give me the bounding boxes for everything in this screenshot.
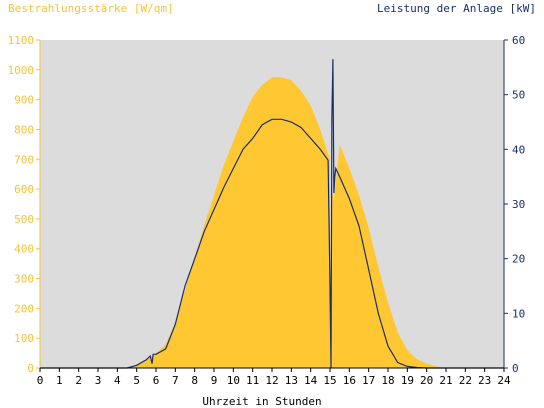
x-tick-label: 3 bbox=[95, 374, 102, 387]
x-tick-label: 0 bbox=[37, 374, 44, 387]
left-tick-label: 900 bbox=[14, 94, 34, 107]
x-tick-label: 22 bbox=[459, 374, 472, 387]
x-tick-label: 1 bbox=[56, 374, 63, 387]
right-tick-label: 50 bbox=[512, 89, 525, 102]
left-tick-label: 1000 bbox=[8, 64, 35, 77]
x-tick-label: 8 bbox=[191, 374, 198, 387]
axes-layer: 0100200300400500600700800900100011000102… bbox=[8, 34, 526, 387]
left-tick-label: 0 bbox=[27, 362, 34, 375]
x-tick-label: 21 bbox=[439, 374, 452, 387]
x-tick-label: 14 bbox=[304, 374, 318, 387]
left-tick-label: 300 bbox=[14, 273, 34, 286]
x-tick-label: 11 bbox=[246, 374, 259, 387]
x-tick-label: 17 bbox=[362, 374, 375, 387]
x-tick-label: 23 bbox=[478, 374, 491, 387]
right-tick-label: 0 bbox=[512, 362, 519, 375]
x-tick-label: 9 bbox=[211, 374, 218, 387]
left-tick-label: 200 bbox=[14, 302, 34, 315]
x-tick-label: 20 bbox=[420, 374, 433, 387]
x-tick-label: 10 bbox=[227, 374, 240, 387]
x-tick-label: 19 bbox=[401, 374, 414, 387]
x-tick-label: 6 bbox=[153, 374, 160, 387]
left-tick-label: 400 bbox=[14, 243, 34, 256]
left-tick-label: 100 bbox=[14, 332, 34, 345]
right-tick-label: 10 bbox=[512, 307, 525, 320]
x-tick-label: 16 bbox=[343, 374, 356, 387]
power-line-layer bbox=[40, 59, 504, 369]
x-tick-label: 4 bbox=[114, 374, 121, 387]
x-tick-label: 18 bbox=[381, 374, 394, 387]
x-tick-label: 13 bbox=[285, 374, 298, 387]
left-tick-label: 800 bbox=[14, 123, 34, 136]
right-axis-title: Leistung der Anlage [kW] bbox=[377, 2, 536, 15]
left-tick-label: 600 bbox=[14, 183, 34, 196]
x-tick-label: 7 bbox=[172, 374, 179, 387]
x-axis-title: Uhrzeit in Stunden bbox=[202, 395, 321, 408]
right-tick-label: 60 bbox=[512, 34, 525, 47]
right-tick-label: 40 bbox=[512, 143, 525, 156]
power-line bbox=[40, 59, 504, 369]
x-tick-label: 2 bbox=[75, 374, 82, 387]
x-tick-label: 12 bbox=[265, 374, 278, 387]
x-tick-label: 15 bbox=[323, 374, 336, 387]
x-tick-label: 5 bbox=[133, 374, 140, 387]
left-axis-title: Bestrahlungsstärke [W/qm] bbox=[8, 2, 174, 15]
irradiance-area-layer bbox=[40, 77, 504, 369]
right-tick-label: 30 bbox=[512, 198, 525, 211]
irradiance-area bbox=[40, 77, 504, 369]
left-tick-label: 500 bbox=[14, 213, 34, 226]
left-tick-label: 1100 bbox=[8, 34, 35, 47]
x-tick-label: 24 bbox=[497, 374, 511, 387]
right-tick-label: 20 bbox=[512, 253, 525, 266]
left-tick-label: 700 bbox=[14, 153, 34, 166]
